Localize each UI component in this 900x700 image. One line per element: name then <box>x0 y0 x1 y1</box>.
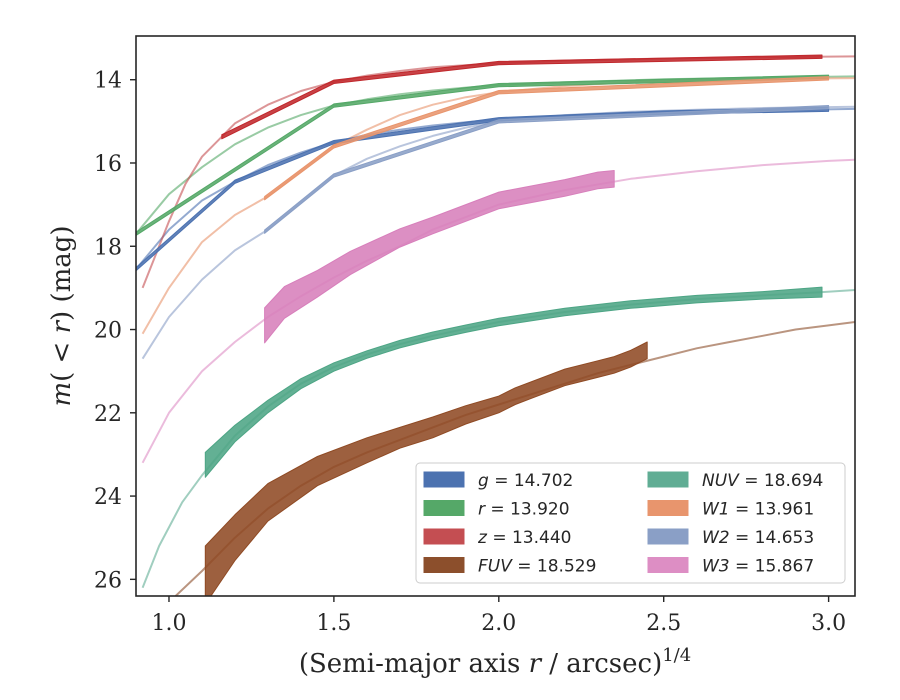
x-axis-label: (Semi-major axis r / arcsec)1/4 <box>299 645 691 679</box>
y-tick-label: 26 <box>94 568 122 593</box>
legend-label-W3: W3 = 15.867 <box>702 557 814 577</box>
series-band-FUV <box>204 341 648 596</box>
y-tick-label: 18 <box>94 235 122 260</box>
x-tick-label: 3.0 <box>811 611 846 636</box>
legend: g = 14.702 r = 13.920 z = 13.440 FUV = 18.5… <box>415 462 846 584</box>
series-band-NUV <box>204 286 823 478</box>
x-tick-label: 2.5 <box>646 611 681 636</box>
legend-swatch-FUV <box>423 557 465 573</box>
series-band-W2 <box>264 105 830 234</box>
legend-swatch-NUV <box>647 471 689 488</box>
y-tick-label: 20 <box>94 319 122 344</box>
y-tick-label: 22 <box>94 402 122 427</box>
plot-frame <box>135 35 856 597</box>
legend-items: g = 14.702 r = 13.920 z = 13.440 FUV = 18.5… <box>423 471 823 577</box>
series-band-W3 <box>264 170 615 344</box>
y-axis-label: m( < r) (mag) <box>47 225 77 406</box>
legend-swatch-W1 <box>647 500 689 516</box>
legend-label-FUV: FUV = 18.529 <box>478 557 596 577</box>
legend-swatch-W3 <box>647 557 689 573</box>
legend-label-r: r = 13.920 <box>478 500 570 520</box>
legend-label-NUV: NUV = 18.694 <box>702 471 823 491</box>
legend-swatch-W2 <box>647 528 689 545</box>
y-tick-label: 24 <box>94 485 122 510</box>
series-band-W1 <box>264 76 830 201</box>
x-tick-label: 1.5 <box>316 611 351 636</box>
legend-label-g: g = 14.702 <box>478 471 573 491</box>
legend-label-W2: W2 = 14.653 <box>702 528 814 548</box>
series-band-z <box>221 54 823 140</box>
y-tick-label: 16 <box>94 152 122 177</box>
x-tick-label: 1.0 <box>151 611 186 636</box>
legend-label-z: z = 13.440 <box>477 528 571 548</box>
legend-box <box>415 462 846 584</box>
legend-label-W1: W1 = 13.961 <box>702 500 814 520</box>
legend-swatch-r <box>423 500 465 516</box>
series-band-g <box>136 106 830 272</box>
axis-ticks: 1.0 1.5 2.0 2.5 3.0 14 16 18 20 22 24 26 <box>94 69 846 636</box>
x-tick-label: 2.0 <box>481 611 516 636</box>
legend-swatch-z <box>423 528 465 545</box>
y-tick-label: 14 <box>94 69 122 94</box>
series-layer <box>136 54 855 596</box>
legend-swatch-g <box>423 471 465 488</box>
